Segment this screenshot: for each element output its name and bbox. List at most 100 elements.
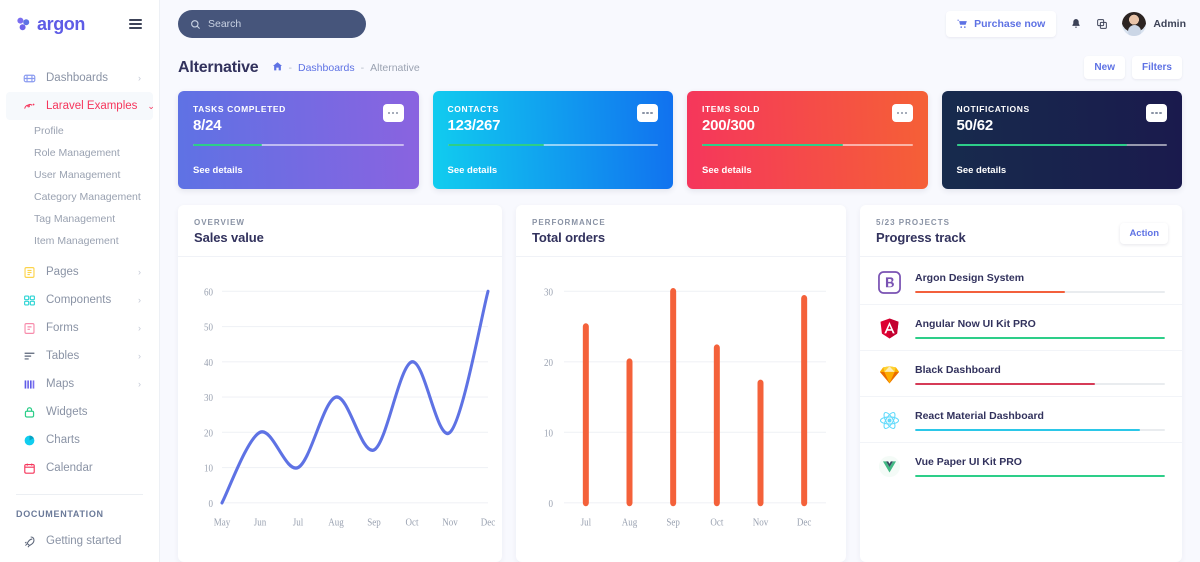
sidebar-item-dashboards[interactable]: Dashboards › [6,64,153,92]
panel-header: OVERVIEW Sales value [178,205,502,257]
purchase-now-button[interactable]: Purchase now [946,11,1057,37]
project-info: Angular Now UI Kit PRO [915,318,1165,340]
stat-card-progress [447,143,658,147]
svg-text:30: 30 [544,287,553,299]
new-button[interactable]: New [1084,56,1125,79]
stat-card-menu-button[interactable] [1146,104,1167,122]
svg-text:60: 60 [204,287,213,299]
sidebar-item-label: Components [46,294,112,306]
stat-card-see-details-link[interactable]: See details [702,165,752,176]
stat-card-tasks-completed: TASKS COMPLETED 8/24 See details [178,91,419,189]
svg-text:Oct: Oct [406,517,419,529]
sidebar-subitem-tag-management[interactable]: Tag Management [34,213,116,225]
brand-logo[interactable]: argon [16,14,85,35]
project-progress-fill [915,474,1165,478]
svg-text:Nov: Nov [753,517,769,529]
notifications-button[interactable] [1070,18,1082,30]
sidebar-item-charts[interactable]: Charts [6,426,153,454]
stat-cards-row: TASKS COMPLETED 8/24 See details CONTACT… [160,91,1200,189]
stat-card-menu-button[interactable] [382,104,404,122]
calendar-icon [22,461,36,475]
argon-logo-icon [16,16,32,32]
sidebar-item-maps[interactable]: Maps › [6,370,153,398]
chevron-right-icon: › [138,379,141,389]
sidebar-item-calendar[interactable]: Calendar [6,454,153,482]
apps-icon [1097,19,1108,29]
list-item[interactable]: Angular Now UI Kit PRO [860,305,1182,351]
charts-icon [22,433,36,447]
sidebar-subitem-user-management[interactable]: User Management [34,169,121,181]
project-progress [915,336,1165,340]
sidebar-item-getting-started[interactable]: Getting started [6,527,153,555]
list-item[interactable]: React Material Dashboard [860,397,1182,443]
sidebar-item-components[interactable]: Components › [6,286,153,314]
filters-button[interactable]: Filters [1131,56,1182,79]
project-info: Argon Design System [915,272,1165,294]
sidebar-item-label: Calendar [46,462,93,474]
project-progress-fill [915,336,1165,340]
stat-card-top: NOTIFICATIONS 50/62 [956,104,1167,134]
svg-text:10: 10 [204,463,213,475]
stat-card-notifications: NOTIFICATIONS 50/62 See details [941,91,1182,189]
stat-card-top: TASKS COMPLETED 8/24 [193,104,404,134]
project-name: Black Dashboard [915,363,1001,376]
home-icon[interactable] [272,61,283,75]
angular-icon [877,316,902,341]
apps-button[interactable] [1096,18,1108,30]
sidebar-subitem-item-management[interactable]: Item Management [34,235,119,247]
project-info: Vue Paper UI Kit PRO [915,456,1165,478]
project-progress [915,290,1165,294]
panel-eyebrow: 5/23 PROJECTS [876,218,950,227]
sidebar-item-label: Dashboards [46,72,109,84]
project-progress-fill [915,290,1065,294]
stat-card-menu-button[interactable] [637,104,658,122]
cart-icon [957,19,967,28]
chevron-right-icon: › [138,267,141,277]
sidebar-item-tables[interactable]: Tables › [6,342,153,370]
list-item[interactable]: Black Dashboard [860,351,1182,397]
stat-card-see-details-link[interactable]: See details [193,165,243,176]
svg-text:Jul: Jul [581,517,592,529]
list-item[interactable]: Vue Paper UI Kit PRO [860,443,1182,488]
sidebar-item-pages[interactable]: Pages › [6,258,153,286]
svg-text:Oct: Oct [710,517,723,529]
hamburger-icon[interactable] [126,16,145,32]
sketch-icon [877,362,902,387]
panel-title: Progress track [876,230,966,245]
chevron-down-icon: ⌄ [147,100,155,111]
tables-icon [22,349,36,363]
bootstrap-icon [877,270,902,295]
line-chart-svg: 0 10 20 30 40 50 60 May Jun Jul Aug Sep Oct Nov Dec [204,287,495,529]
page-title: Alternative [178,58,259,76]
sidebar-item-widgets[interactable]: Widgets [6,398,153,426]
project-progress [915,382,1165,386]
sidebar-item-laravel-examples[interactable]: Laravel Examples ⌄ [6,92,155,120]
panel-header: 5/23 PROJECTS Progress track Action [860,205,1182,257]
panels-row: OVERVIEW Sales value 0 10 20 30 40 50 60 May Ju… [160,189,1200,562]
stat-card-see-details-link[interactable]: See details [447,165,498,176]
sidebar-item-forms[interactable]: Forms › [6,314,153,342]
project-name: Vue Paper UI Kit PRO [915,455,1022,468]
breadcrumb-item-alternative: Alternative [370,61,420,74]
sidebar-brand-row: argon [0,0,159,48]
stat-card-see-details-link[interactable]: See details [956,165,1007,176]
top-navbar: Search Purchase now [160,0,1200,48]
sidebar-subitem-role-management[interactable]: Role Management [34,147,120,159]
sidebar-item-label: Widgets [46,406,88,418]
search-input[interactable]: Search [178,10,366,38]
search-icon [191,19,201,29]
sidebar-item-label: Tables [46,350,80,362]
sidebar-subitem-profile[interactable]: Profile [34,125,64,137]
action-button[interactable]: Action [1120,223,1168,244]
breadcrumb-item-dashboards[interactable]: Dashboards [298,61,355,74]
stat-card-menu-button[interactable] [891,104,913,122]
svg-text:May: May [214,517,231,529]
stat-card-value: 50/62 [956,117,994,134]
avatar [1122,12,1147,36]
user-menu[interactable]: Admin [1122,12,1186,36]
sidebar-subitem-category-management[interactable]: Category Management [34,191,141,203]
list-item[interactable]: Argon Design System [860,259,1182,305]
dashboard-icon [22,71,36,85]
svg-text:40: 40 [204,357,213,369]
